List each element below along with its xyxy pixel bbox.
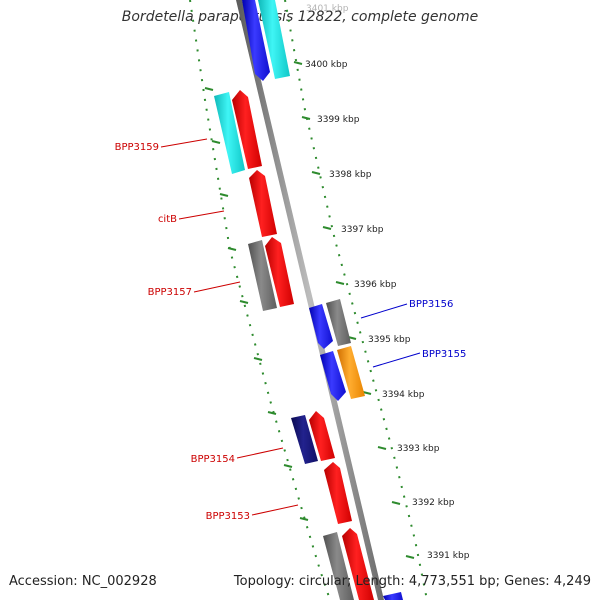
- kbp-label-3392: 3392 kbp: [412, 498, 455, 508]
- gene-cyan-top: [258, 0, 290, 79]
- citb-leader: [178, 210, 225, 220]
- gene-blue-bottom: [383, 592, 403, 600]
- gene-label-bpp3159: BPP3159: [115, 142, 159, 153]
- gene-bpp3155-blue-arrow: [320, 351, 346, 401]
- genome-backbone: [236, 0, 384, 600]
- gene-bpp3154-navy: [291, 415, 318, 464]
- bpp3156-leader: [360, 303, 408, 319]
- gene-red-lower-arrow: [342, 528, 374, 600]
- kbp-label-3395: 3395 kbp: [368, 335, 411, 345]
- accession-label: Accession: NC_002928: [9, 574, 157, 589]
- gene-bpp3154-arrow: [309, 411, 335, 461]
- gene-bpp3155-orange: [337, 346, 365, 399]
- inner-tick-track: [189, 0, 331, 600]
- gene-label-bpp3156: BPP3156: [409, 299, 453, 310]
- gene-label-bpp3155: BPP3155: [422, 349, 466, 360]
- kbp-label-3394: 3394 kbp: [382, 390, 425, 400]
- kbp-label-3393: 3393 kbp: [397, 444, 440, 454]
- kbp-label-3398: 3398 kbp: [329, 170, 372, 180]
- kbp-label-3400: 3400 kbp: [305, 60, 348, 70]
- kbp-label-3397: 3397 kbp: [341, 225, 384, 235]
- bpp3154-leader: [236, 447, 284, 459]
- gene-bpp3156-blue-arrow: [309, 304, 333, 349]
- genome-summary: Topology: circular; Length: 4,773,551 bp…: [233, 574, 591, 589]
- gene-bpp3157-gray: [248, 240, 277, 311]
- gene-label-citb: citB: [158, 214, 177, 225]
- gene-red-upper-arrow: [232, 90, 262, 169]
- gene-bpp3156-gray: [326, 299, 351, 346]
- gene-gray-lower: [323, 532, 354, 600]
- bpp3159-leader: [160, 138, 208, 148]
- kbp-label-3401: 3401 kbp: [306, 4, 349, 14]
- gene-blue-top-arrow: [242, 0, 270, 81]
- gene-bpp3153-arrow: [324, 462, 352, 524]
- gene-bpp3157-arrow: [265, 237, 294, 307]
- kbp-label-3399: 3399 kbp: [317, 115, 360, 125]
- kbp-label-3391: 3391 kbp: [427, 551, 470, 561]
- map-title: Bordetella parapertussis 12822, complete…: [121, 9, 479, 25]
- inner-major-ticks: [204, 87, 309, 521]
- bpp3157-leader: [193, 281, 241, 293]
- gene-label-bpp3153: BPP3153: [206, 511, 250, 522]
- outer-tick-track: [284, 0, 428, 600]
- bpp3155-leader: [372, 352, 421, 368]
- gene-citb-arrow: [249, 170, 277, 237]
- bpp3153-leader: [251, 504, 299, 516]
- gene-label-bpp3157: BPP3157: [148, 287, 192, 298]
- gene-bpp3159-arrow: [214, 92, 245, 174]
- gene-label-bpp3154: BPP3154: [191, 454, 235, 465]
- kbp-label-3396: 3396 kbp: [354, 280, 397, 290]
- outer-major-ticks: [293, 61, 415, 559]
